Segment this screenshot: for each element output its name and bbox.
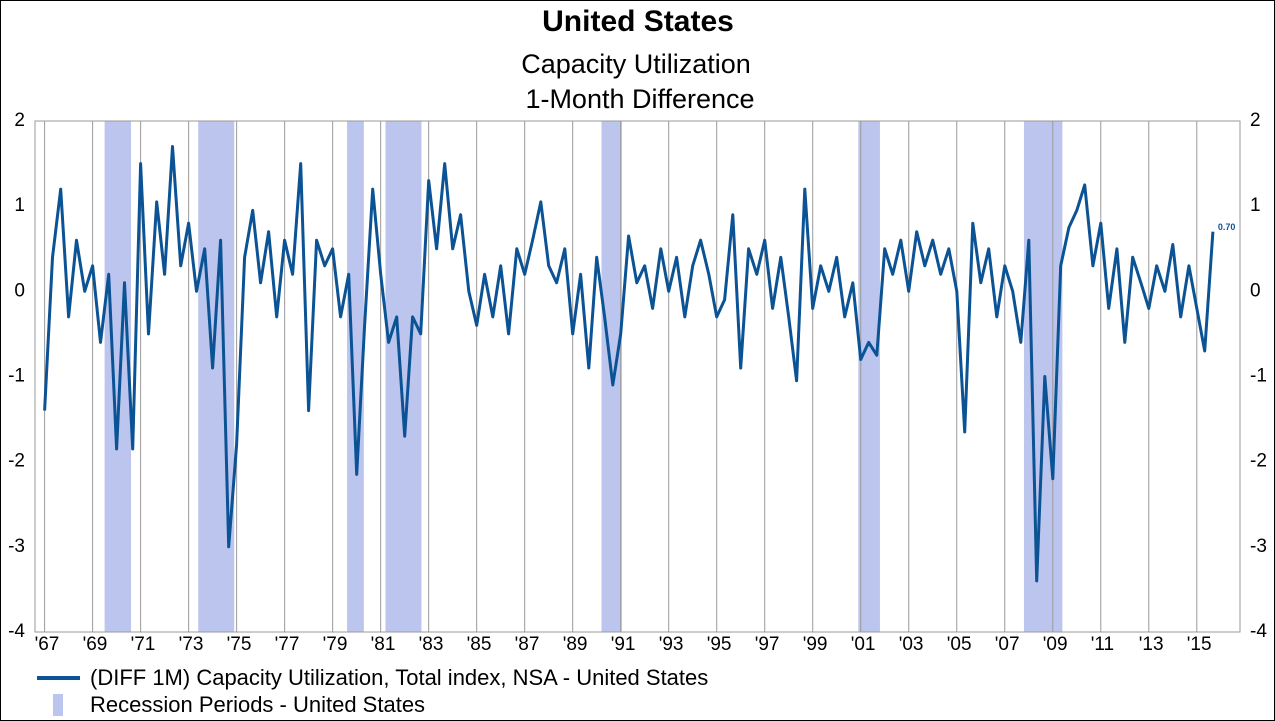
y-tick-label: 2 xyxy=(14,110,25,131)
x-tick-label: '89 xyxy=(563,634,588,655)
x-tick-label: '11 xyxy=(1091,634,1114,655)
x-tick-label: '81 xyxy=(371,634,396,655)
y-tick-label: 0 xyxy=(14,280,25,301)
x-tick-label: '95 xyxy=(707,634,732,655)
x-tick-label: '97 xyxy=(755,634,780,655)
recession-band xyxy=(858,121,880,632)
x-tick-label: '01 xyxy=(851,634,876,655)
value-label: 0.70 xyxy=(1218,222,1236,232)
x-tick-label: '85 xyxy=(467,634,492,655)
x-tick-label: '99 xyxy=(803,634,828,655)
y2-tick-label: -3 xyxy=(1250,536,1267,557)
x-tick-label: '77 xyxy=(275,634,300,655)
x-tick-label: '93 xyxy=(659,634,684,655)
x-tick-label: '91 xyxy=(611,634,636,655)
recession-band xyxy=(104,121,132,632)
recession-band xyxy=(347,121,364,632)
y2-tick-label: -4 xyxy=(1250,621,1267,642)
y2-tick-label: 0 xyxy=(1250,280,1261,301)
legend-label: (DIFF 1M) Capacity Utilization, Total in… xyxy=(90,665,708,690)
recession-band xyxy=(198,121,235,632)
y-tick-label: 1 xyxy=(14,195,25,216)
chart-subtitle: Capacity Utilization xyxy=(521,49,751,79)
y-tick-label: -3 xyxy=(8,536,25,557)
x-tick-label: '15 xyxy=(1187,634,1212,655)
y2-tick-label: 1 xyxy=(1250,195,1261,216)
x-tick-label: '03 xyxy=(899,634,924,655)
legend-label: Recession Periods - United States xyxy=(90,692,425,717)
x-tick-label: '87 xyxy=(515,634,540,655)
recession-band xyxy=(385,121,422,632)
y2-tick-label: -2 xyxy=(1250,451,1267,472)
x-tick-label: '07 xyxy=(995,634,1020,655)
x-tick-label: '05 xyxy=(947,634,972,655)
y-tick-label: -1 xyxy=(8,366,25,387)
data-line xyxy=(43,145,1215,583)
chart-title: United States xyxy=(542,5,734,38)
x-tick-label: '83 xyxy=(419,634,444,655)
y2-tick-label: 2 xyxy=(1250,110,1261,131)
x-tick-label: '13 xyxy=(1139,634,1164,655)
x-tick-label: '75 xyxy=(227,634,252,655)
y-tick-label: -2 xyxy=(8,451,25,472)
x-tick-label: '73 xyxy=(179,634,204,655)
x-tick-label: '09 xyxy=(1043,634,1068,655)
plot-border xyxy=(34,120,1241,633)
x-tick-label: '67 xyxy=(35,634,60,655)
x-tick-label: '79 xyxy=(323,634,348,655)
chart-subtitle: 1-Month Difference xyxy=(525,84,754,114)
y2-tick-label: -1 xyxy=(1250,366,1267,387)
legend-swatch xyxy=(53,694,63,716)
y-tick-label: -4 xyxy=(8,621,25,642)
x-tick-label: '69 xyxy=(83,634,108,655)
x-tick-label: '71 xyxy=(131,634,156,655)
